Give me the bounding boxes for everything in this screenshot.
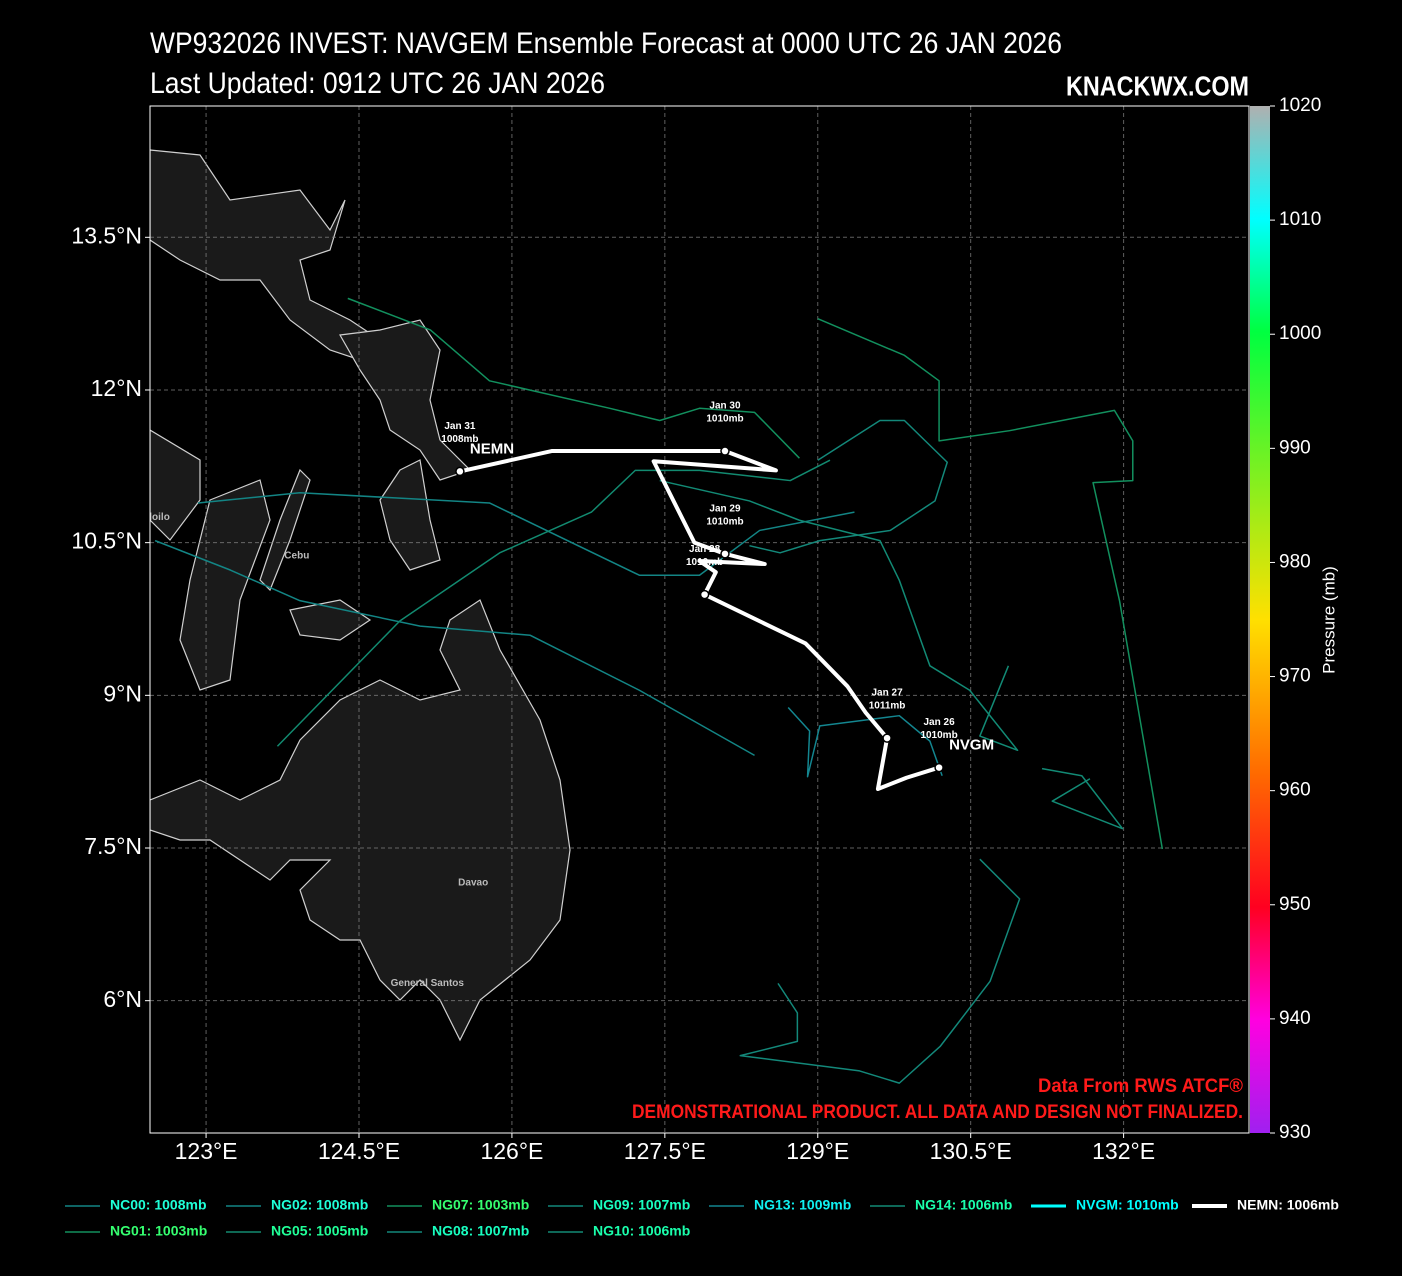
legend-label: NG10: 1006mb xyxy=(593,1223,690,1239)
colorbar-tick-label: 1000 xyxy=(1279,323,1321,344)
point-annotation: Jan 28 xyxy=(689,544,721,555)
land xyxy=(259,468,311,592)
tracks: Jan 26 1010mb Jan 27 1011mb Jan 28 1010mb Jan … xyxy=(146,297,1164,1084)
point-annotation: 1010mb xyxy=(686,557,723,568)
land xyxy=(150,149,381,361)
point-annotation: 1010mb xyxy=(706,414,743,425)
point-annotation: 1008mb xyxy=(441,434,478,445)
place-label: Davao xyxy=(458,877,488,888)
watermark: KNACKWX.COM xyxy=(1066,70,1249,101)
track-line xyxy=(817,318,1164,850)
legend-label: NG14: 1006mb xyxy=(915,1197,1012,1213)
y-tick-label: 13.5°N xyxy=(71,222,142,248)
track-point xyxy=(720,549,730,559)
track-line xyxy=(276,459,831,747)
track-line xyxy=(347,297,800,459)
legend-label: NG09: 1007mb xyxy=(593,1197,690,1213)
legend-label: NG02: 1008mb xyxy=(271,1197,368,1213)
track-point xyxy=(455,466,465,477)
colorbar-label: Pressure (mb) xyxy=(1319,566,1338,674)
map-land xyxy=(150,149,571,1042)
point-annotation: 1011mb xyxy=(869,701,906,712)
track-line xyxy=(154,539,755,757)
legend-label: NEMN: 1006mb xyxy=(1237,1197,1339,1213)
track-point xyxy=(882,733,892,743)
y-tick-label: 12°N xyxy=(91,375,142,401)
x-tick-label: 132°E xyxy=(1092,1138,1155,1164)
colorbar-tick-label: 980 xyxy=(1279,551,1311,572)
track-label: NEMN xyxy=(470,440,514,457)
colorbar-tick-label: 970 xyxy=(1279,666,1311,687)
chart-title: WP932026 INVEST: NAVGEM Ensemble Forecas… xyxy=(150,27,1062,60)
x-tick-label: 130.5°E xyxy=(930,1138,1012,1164)
y-tick-label: 10.5°N xyxy=(71,528,142,554)
track-point xyxy=(699,589,710,600)
legend-label: NC00: 1008mb xyxy=(110,1197,207,1213)
colorbar-tick-label: 930 xyxy=(1279,1122,1311,1143)
point-annotation: Jan 31 xyxy=(444,421,476,432)
colorbar-tick-label: 960 xyxy=(1279,780,1311,801)
point-annotation: Jan 30 xyxy=(709,401,741,412)
track-line xyxy=(749,419,948,554)
track-line xyxy=(459,449,940,791)
legend-label: NG08: 1007mb xyxy=(432,1223,529,1239)
track-line xyxy=(1041,767,1124,830)
colorbar-tick-label: 1010 xyxy=(1279,209,1321,230)
x-tick-label: 123°E xyxy=(175,1138,238,1164)
point-annotation: 1010mb xyxy=(706,516,743,527)
legend-label: NG13: 1009mb xyxy=(754,1197,851,1213)
place-label: Cebu xyxy=(284,551,309,562)
track-line xyxy=(659,479,1019,752)
track-line xyxy=(197,492,855,576)
track-point xyxy=(720,446,730,456)
land xyxy=(179,479,271,691)
colorbar-tick-label: 990 xyxy=(1279,437,1311,458)
track-label: NVGM xyxy=(949,737,994,754)
place-label: Iloilo xyxy=(146,512,169,523)
land xyxy=(150,599,571,1042)
colorbar-tick-label: 1020 xyxy=(1279,95,1321,116)
chart-subtitle: Last Updated: 0912 UTC 26 JAN 2026 xyxy=(150,67,605,100)
point-annotation: Jan 29 xyxy=(709,503,741,514)
track-line xyxy=(787,707,943,778)
x-tick-label: 124.5°E xyxy=(318,1138,400,1164)
point-annotation: Jan 26 xyxy=(924,717,956,728)
legend-label: NVGM: 1010mb xyxy=(1076,1197,1179,1213)
track-line xyxy=(739,858,1021,1084)
colorbar-tick-label: 940 xyxy=(1279,1008,1311,1029)
source-note: Data From RWS ATCF® xyxy=(1038,1076,1243,1097)
place-label: General Santos xyxy=(391,978,465,989)
legend-label: NG01: 1003mb xyxy=(110,1223,207,1239)
y-tick-label: 7.5°N xyxy=(84,833,142,859)
y-tick-label: 9°N xyxy=(103,680,142,706)
x-tick-label: 127.5°E xyxy=(624,1138,706,1164)
colorbar xyxy=(1250,106,1270,1133)
plot-frame xyxy=(149,105,1250,1134)
legend-label: NG05: 1005mb xyxy=(271,1223,368,1239)
point-annotation: 1010mb xyxy=(920,730,957,741)
x-tick-label: 129°E xyxy=(786,1138,849,1164)
x-tick-label: 126°E xyxy=(480,1138,543,1164)
legend-label: NG07: 1003mb xyxy=(432,1197,529,1213)
y-tick-label: 6°N xyxy=(103,986,142,1012)
point-annotation: Jan 27 xyxy=(872,688,904,699)
land xyxy=(289,599,372,641)
land xyxy=(150,429,201,541)
track-point xyxy=(934,762,944,773)
disclaimer: DEMONSTRATIONAL PRODUCT. ALL DATA AND DE… xyxy=(632,1102,1243,1123)
colorbar-tick-label: 950 xyxy=(1279,894,1311,915)
